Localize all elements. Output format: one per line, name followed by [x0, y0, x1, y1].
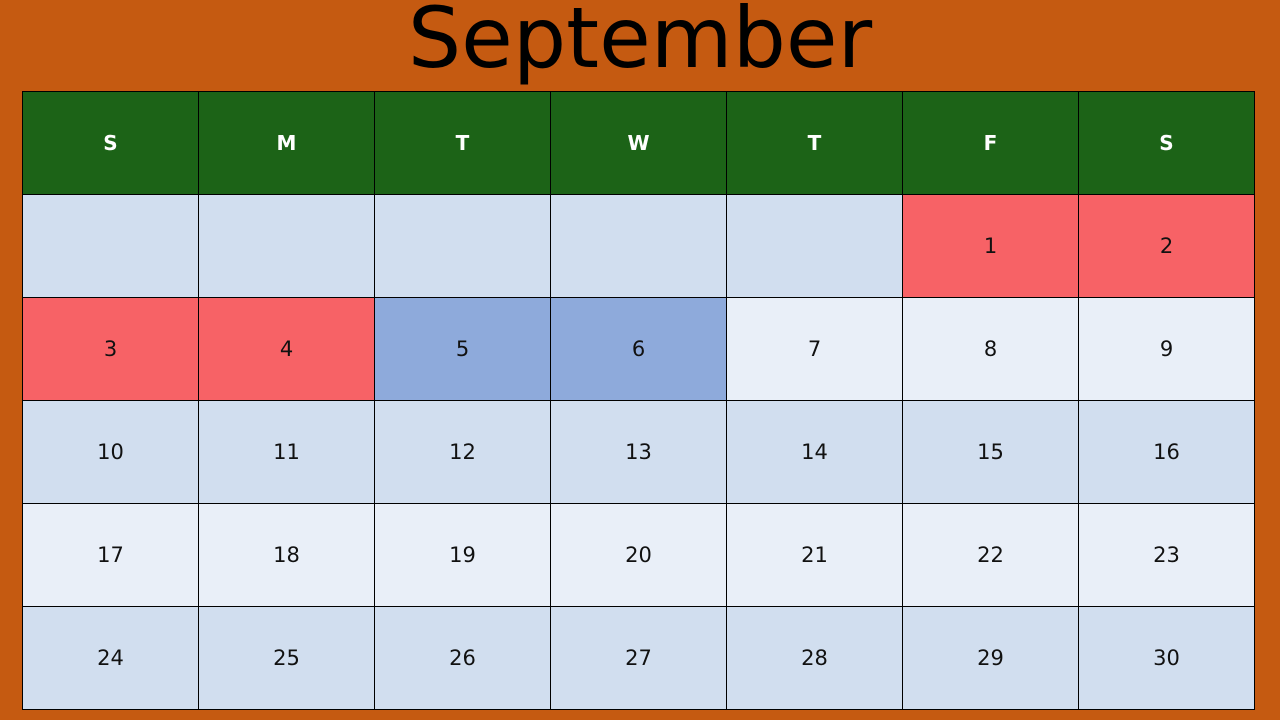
day-cell: 16 — [1079, 401, 1254, 503]
day-cell: 29 — [903, 607, 1078, 709]
month-title: September — [407, 0, 873, 87]
day-cell: 27 — [551, 607, 726, 709]
day-cell: 10 — [23, 401, 198, 503]
day-cell: 23 — [1079, 504, 1254, 606]
day-cell: 5 — [375, 298, 550, 400]
weekday-header: F — [903, 92, 1078, 194]
empty-day-cell — [199, 195, 374, 297]
empty-day-cell — [551, 195, 726, 297]
calendar-grid: S M T W T F S 1 2 3 4 5 6 7 8 9 10 11 12 13 14 15 16 17 18 19 20 21… — [22, 91, 1255, 710]
empty-day-cell — [23, 195, 198, 297]
day-cell: 26 — [375, 607, 550, 709]
weekday-header: T — [727, 92, 902, 194]
day-cell: 8 — [903, 298, 1078, 400]
day-cell: 4 — [199, 298, 374, 400]
weekday-header: T — [375, 92, 550, 194]
weekday-header: S — [1079, 92, 1254, 194]
day-cell: 30 — [1079, 607, 1254, 709]
day-cell: 3 — [23, 298, 198, 400]
day-cell: 9 — [1079, 298, 1254, 400]
weekday-header: S — [23, 92, 198, 194]
day-cell: 22 — [903, 504, 1078, 606]
weekday-header: W — [551, 92, 726, 194]
day-cell: 15 — [903, 401, 1078, 503]
day-cell: 18 — [199, 504, 374, 606]
day-cell: 7 — [727, 298, 902, 400]
day-cell: 21 — [727, 504, 902, 606]
day-cell: 13 — [551, 401, 726, 503]
weekday-header: M — [199, 92, 374, 194]
day-cell: 19 — [375, 504, 550, 606]
day-cell: 25 — [199, 607, 374, 709]
day-cell: 17 — [23, 504, 198, 606]
day-cell: 20 — [551, 504, 726, 606]
day-cell: 14 — [727, 401, 902, 503]
day-cell: 1 — [903, 195, 1078, 297]
empty-day-cell — [727, 195, 902, 297]
day-cell: 11 — [199, 401, 374, 503]
day-cell: 2 — [1079, 195, 1254, 297]
day-cell: 24 — [23, 607, 198, 709]
day-cell: 12 — [375, 401, 550, 503]
day-cell: 28 — [727, 607, 902, 709]
empty-day-cell — [375, 195, 550, 297]
day-cell: 6 — [551, 298, 726, 400]
